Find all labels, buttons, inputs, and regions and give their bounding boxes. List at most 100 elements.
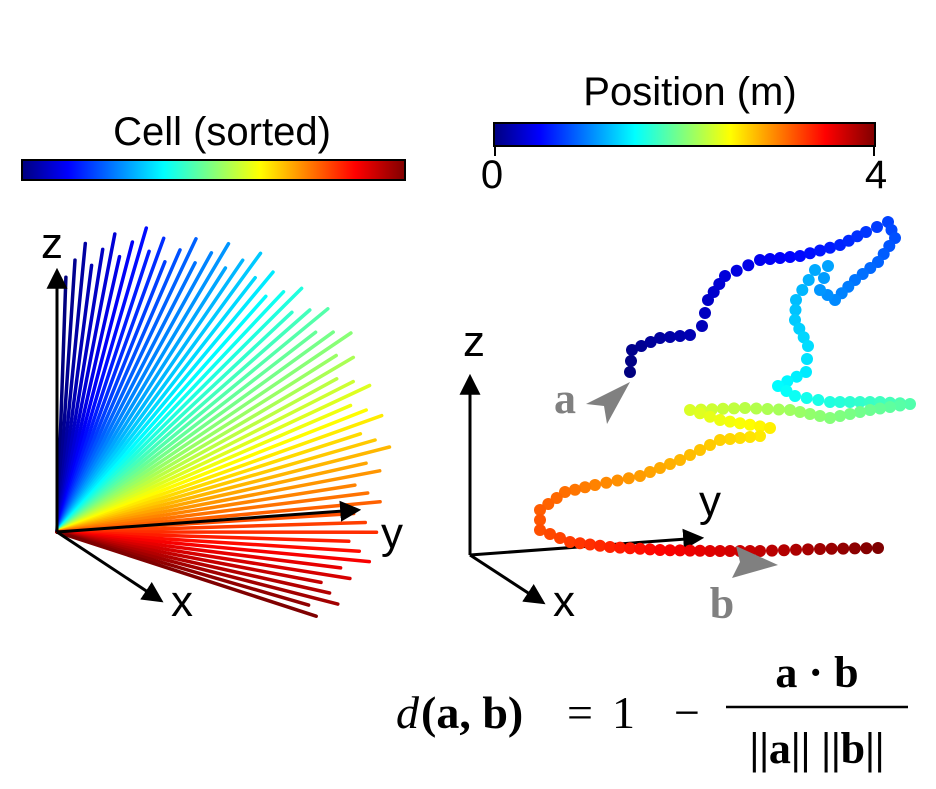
position-trajectory — [534, 216, 916, 557]
trajectory-point — [764, 422, 776, 434]
left-z-label: z — [41, 219, 63, 268]
trajectory-point — [704, 410, 716, 423]
trajectory-point — [754, 430, 766, 442]
trajectory-point — [825, 542, 838, 555]
trajectory-point — [714, 545, 726, 557]
trajectory-point — [584, 538, 596, 551]
trajectory-point — [814, 410, 826, 422]
trajectory-point — [750, 402, 763, 415]
trajectory-point — [744, 418, 756, 431]
trajectory-point — [542, 498, 555, 510]
trajectory-point — [534, 514, 546, 526]
trajectory-point — [714, 414, 726, 426]
trajectory-point — [871, 221, 883, 233]
trajectory-point — [754, 420, 766, 433]
trajectory-point — [624, 542, 636, 555]
trajectory-point — [784, 404, 796, 416]
trajectory-point — [644, 336, 657, 348]
cell-vector — [55, 270, 275, 534]
left-y-axis — [56, 500, 362, 534]
trajectory-point — [854, 406, 866, 418]
trajectory-point — [864, 404, 876, 416]
trajectory-point — [569, 483, 581, 496]
formula-args: (a, b) — [421, 687, 523, 738]
trajectory-point — [772, 403, 785, 416]
trajectory-point — [754, 254, 766, 266]
cell-vector — [55, 383, 372, 534]
formula-denominator: ||a|| ||b|| — [750, 724, 885, 773]
trajectory-point — [664, 458, 676, 470]
trajectory-point — [802, 274, 815, 286]
trajectory-point — [674, 454, 686, 466]
trajectory-point — [818, 272, 830, 284]
cosine-distance-formula: d (a, b) = 1 − a · b ||a|| ||b|| — [396, 648, 908, 773]
formula-equals: = — [567, 687, 593, 738]
cell-vector — [55, 286, 304, 534]
point-b-pointer-icon — [732, 546, 778, 578]
trajectory-point — [802, 340, 814, 352]
trajectory-point — [801, 353, 813, 365]
trajectory-point — [781, 375, 794, 388]
trajectory-point — [824, 396, 836, 408]
trajectory-point — [804, 408, 816, 420]
trajectory-point — [654, 462, 666, 474]
trajectory-point — [624, 366, 636, 378]
trajectory-point — [730, 264, 743, 277]
formula-fn: d — [396, 687, 420, 738]
trajectory-point — [804, 247, 816, 260]
trajectory-point — [625, 355, 637, 367]
trajectory-point — [626, 344, 638, 356]
cell-vector — [55, 308, 312, 534]
trajectory-point — [874, 402, 886, 415]
trajectory-point — [694, 444, 706, 456]
formula-one: 1 — [612, 687, 635, 738]
trajectory-point — [719, 270, 731, 282]
trajectory-point — [764, 253, 776, 265]
cell-vector — [55, 330, 335, 534]
cell-vector — [55, 355, 356, 534]
right-colorbar — [493, 122, 876, 147]
trajectory-point — [724, 415, 736, 428]
right-x-axis — [469, 553, 546, 605]
trajectory-point — [860, 542, 873, 555]
trajectory-point — [694, 544, 706, 557]
trajectory-point — [824, 241, 836, 254]
right-z-label: z — [463, 317, 485, 366]
cell-vector — [55, 413, 384, 534]
trajectory-point — [744, 431, 756, 443]
trajectory-point — [844, 408, 856, 420]
trajectory-point — [789, 390, 801, 402]
trajectory-point — [834, 396, 846, 408]
trajectory-point — [550, 492, 563, 504]
trajectory-point — [794, 406, 806, 418]
trajectory-point — [699, 307, 711, 319]
trajectory-point — [734, 417, 746, 430]
cell-vectors — [55, 226, 392, 618]
trajectory-point — [814, 543, 826, 555]
trajectory-point — [704, 545, 716, 557]
trajectory-point — [761, 403, 774, 415]
trajectory-point — [635, 340, 648, 352]
trajectory-point — [794, 250, 806, 262]
trajectory-point — [684, 404, 696, 416]
trajectory-point — [634, 470, 646, 482]
trajectory-point — [579, 481, 591, 494]
trajectory-point — [684, 449, 696, 461]
trajectory-point — [594, 539, 606, 552]
trajectory-point — [674, 330, 686, 342]
trajectory-point — [559, 486, 571, 498]
trajectory-point — [684, 329, 696, 341]
trajectory-point — [860, 226, 872, 238]
left-y-label: y — [381, 509, 403, 558]
trajectory-point — [848, 542, 861, 555]
left-colorbar — [21, 159, 406, 181]
cell-vector — [55, 408, 368, 534]
trajectory-point — [822, 260, 834, 272]
cell-vector — [55, 307, 330, 534]
trajectory-point — [534, 524, 546, 536]
trajectory-point — [796, 284, 809, 296]
right-y-label: y — [699, 477, 721, 526]
trajectory-point — [696, 320, 708, 332]
trajectory-point — [674, 544, 686, 557]
